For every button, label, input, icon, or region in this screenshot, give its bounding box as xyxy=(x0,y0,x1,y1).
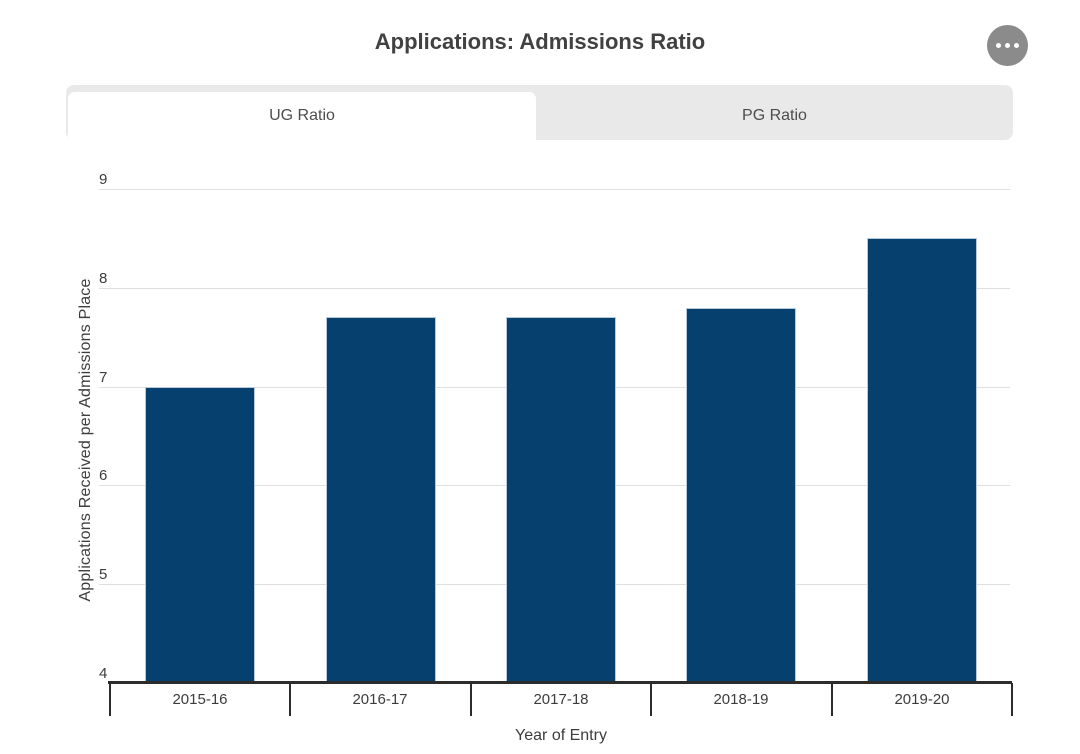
x-tick-label: 2017-18 xyxy=(533,691,589,708)
x-tick-label: 2015-16 xyxy=(172,691,228,708)
x-axis-tick xyxy=(1011,683,1013,716)
x-axis-tick xyxy=(831,683,833,716)
page-title: Applications: Admissions Ratio xyxy=(374,29,706,54)
x-tick-label: 2018-19 xyxy=(713,691,769,708)
tab-ug-ratio-label: UG Ratio xyxy=(269,107,335,124)
x-axis-tick xyxy=(470,683,472,716)
bar-2019-20[interactable] xyxy=(867,238,977,683)
bar-2018-19[interactable] xyxy=(686,308,796,683)
y-tick-label: 5 xyxy=(99,566,108,583)
y-axis-title: Applications Received per Admissions Pla… xyxy=(77,278,94,602)
bar-2016-17[interactable] xyxy=(326,317,436,683)
x-tick-label: 2019-20 xyxy=(894,691,950,708)
gridline xyxy=(99,189,1010,190)
ellipsis-icon xyxy=(996,43,1019,48)
gridline xyxy=(99,288,1010,289)
tab-bar: UG Ratio PG Ratio xyxy=(66,85,1013,140)
y-tick-label: 6 xyxy=(99,467,108,484)
tab-pg-ratio[interactable]: PG Ratio xyxy=(536,92,1013,140)
x-axis-tick xyxy=(109,683,111,716)
tab-ug-ratio[interactable]: UG Ratio xyxy=(68,92,536,140)
x-axis-line xyxy=(108,681,1012,684)
bar-2015-16[interactable] xyxy=(145,387,255,683)
more-options-button[interactable] xyxy=(987,25,1028,66)
x-axis-title: Year of Entry xyxy=(515,727,607,744)
x-axis-tick xyxy=(289,683,291,716)
tab-pg-ratio-label: PG Ratio xyxy=(742,107,807,124)
bar-2017-18[interactable] xyxy=(506,317,616,683)
x-tick-label: 2016-17 xyxy=(352,691,408,708)
y-tick-label: 8 xyxy=(99,270,108,287)
y-tick-label: 4 xyxy=(99,665,108,682)
y-tick-label: 7 xyxy=(99,369,108,386)
y-tick-label: 9 xyxy=(99,171,108,188)
x-axis-tick xyxy=(650,683,652,716)
